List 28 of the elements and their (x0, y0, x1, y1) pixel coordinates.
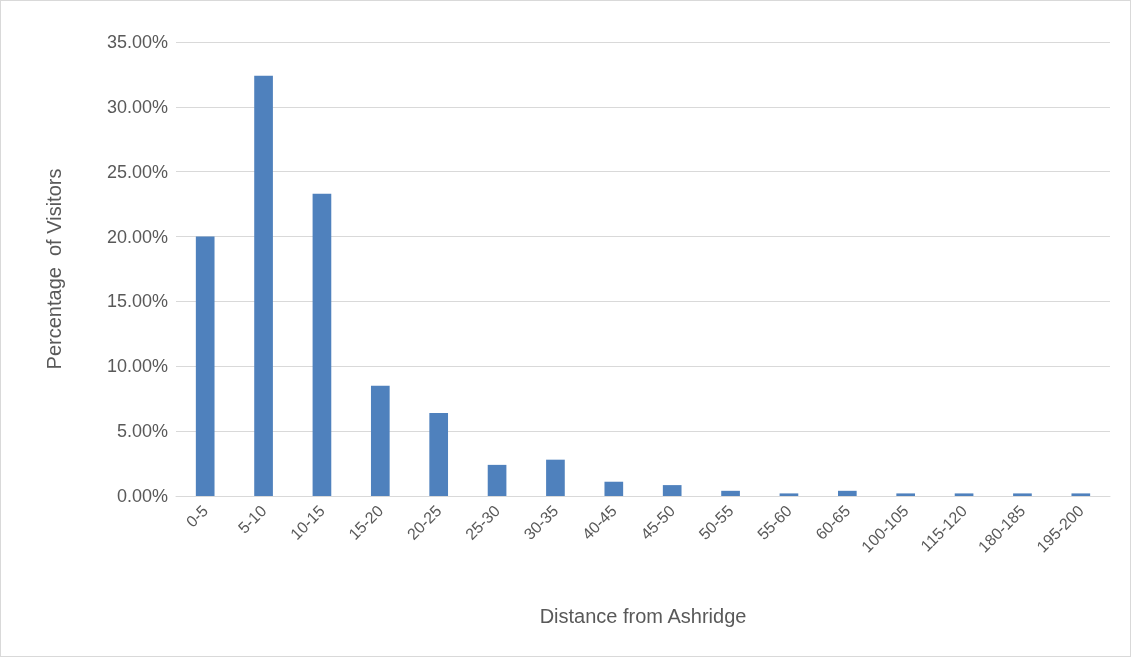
y-tick-label: 35.00% (106, 32, 168, 52)
y-axis-title: Percentage of Visitors (43, 168, 65, 370)
y-tick-label: 20.00% (106, 226, 168, 247)
bar (779, 493, 799, 496)
x-tick-label: 5-10 (234, 501, 270, 537)
y-tick-label: 30.00% (106, 96, 168, 117)
y-tick-label: 5.00% (116, 421, 168, 442)
bar (837, 490, 857, 496)
bar (662, 485, 682, 496)
bar (254, 75, 273, 496)
y-tick-label: 25.00% (106, 161, 168, 182)
bar (546, 459, 565, 496)
y-tick-label: 0.00% (116, 486, 168, 506)
x-axis-title: Distance from Ashridge (539, 605, 747, 627)
bar (1013, 493, 1032, 496)
bar (312, 193, 332, 496)
bar (1071, 493, 1091, 496)
bar (954, 493, 974, 496)
bar (721, 490, 740, 496)
bar (195, 236, 215, 496)
bar (896, 493, 916, 496)
bar (429, 412, 449, 496)
x-tick-label: 0-5 (182, 501, 212, 531)
bar (370, 385, 390, 496)
bar (604, 481, 624, 496)
y-tick-label: 15.00% (106, 291, 168, 312)
bar (487, 464, 507, 496)
y-tick-label: 10.00% (106, 356, 168, 377)
